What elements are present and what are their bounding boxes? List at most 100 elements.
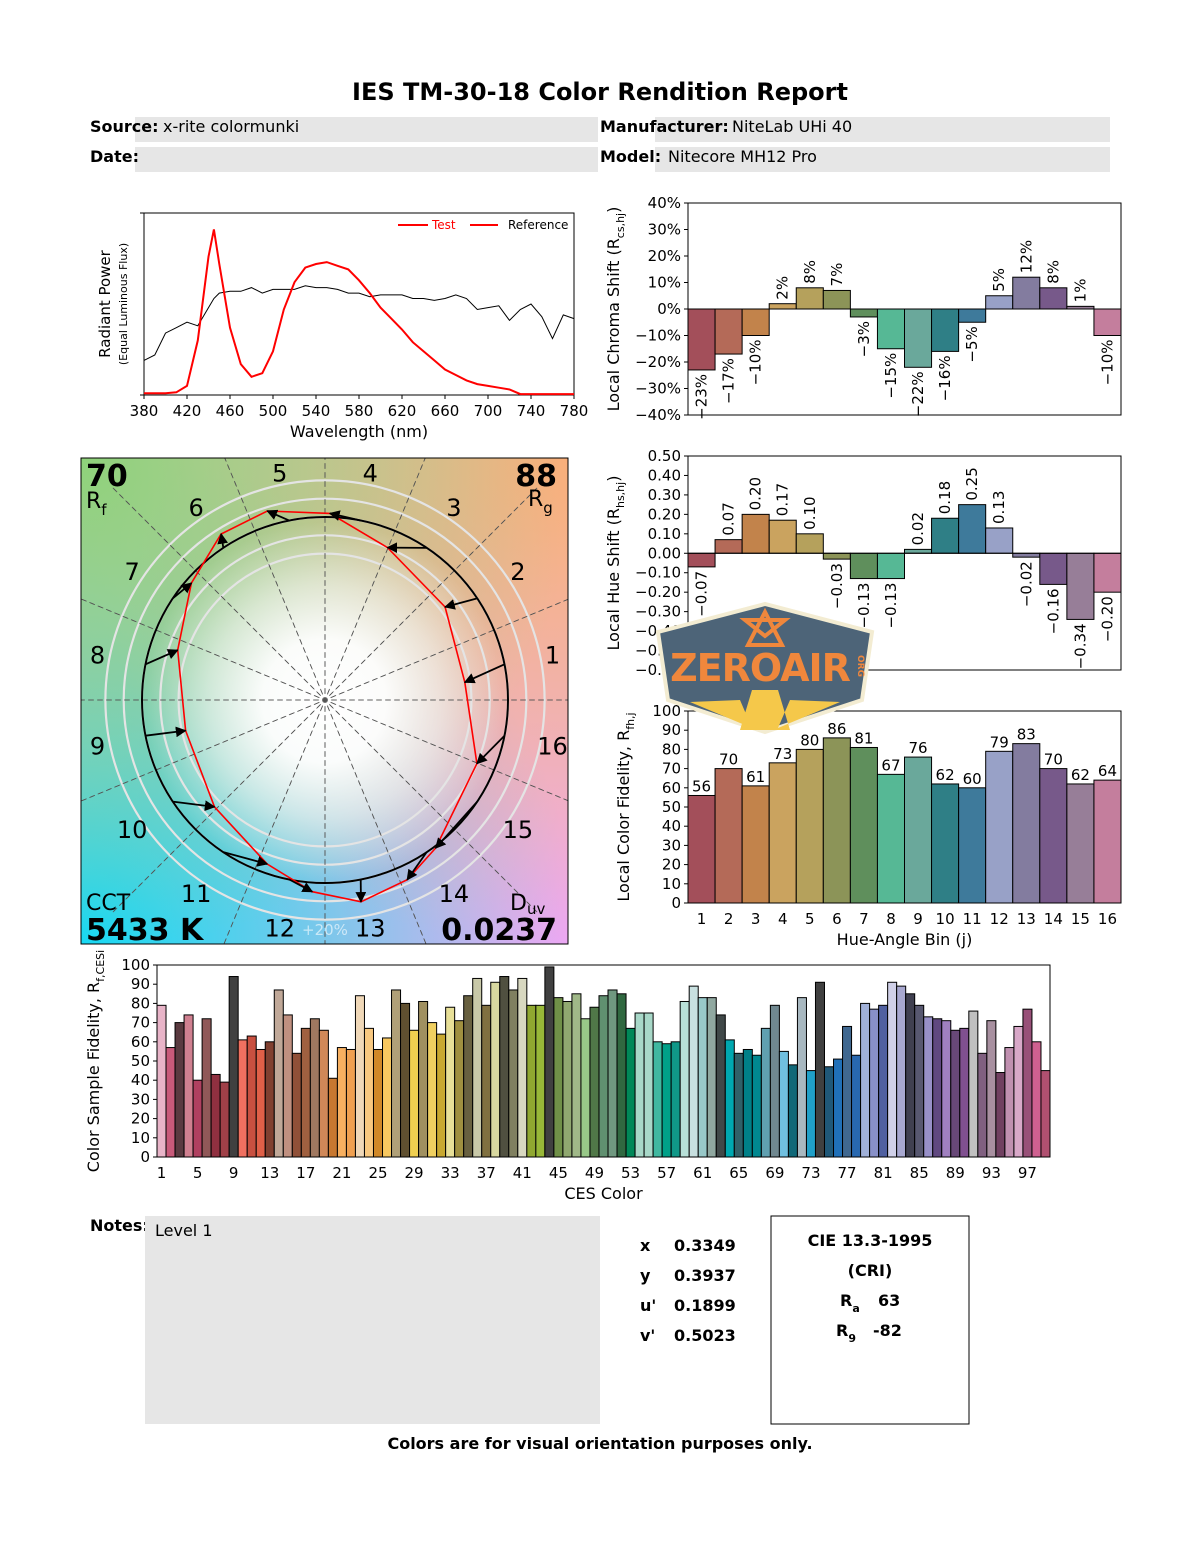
bar bbox=[985, 527, 1014, 554]
bar bbox=[876, 552, 906, 580]
bar bbox=[553, 997, 564, 1158]
bar bbox=[1066, 783, 1095, 904]
bar bbox=[931, 783, 960, 904]
y-tick-label: −0.20 bbox=[635, 583, 681, 601]
bar bbox=[409, 1029, 420, 1158]
bar bbox=[436, 1033, 447, 1158]
x-tick-label: 93 bbox=[982, 1164, 1001, 1182]
x-tick-label: 85 bbox=[910, 1164, 929, 1182]
bar bbox=[1093, 308, 1122, 336]
svg-text:ZEROAIR: ZEROAIR bbox=[670, 646, 851, 690]
bar bbox=[958, 308, 987, 323]
local-fidelity-chart: 1009080706050403020100567061738086816776… bbox=[614, 702, 1122, 949]
bar bbox=[219, 1081, 230, 1158]
bar bbox=[714, 539, 743, 554]
y-tick-label: 90 bbox=[131, 975, 150, 993]
x-tick-label: 57 bbox=[657, 1164, 676, 1182]
y-tick-label: 0.30 bbox=[648, 486, 681, 504]
shift-arrow bbox=[288, 878, 314, 893]
bar bbox=[1039, 768, 1068, 904]
x-tick-label: 41 bbox=[513, 1164, 532, 1182]
data-label: 0.20 bbox=[747, 477, 765, 510]
bin-label: 3 bbox=[446, 494, 461, 522]
x-tick-label: 3 bbox=[751, 910, 761, 928]
y-value: 0.3937 bbox=[674, 1266, 736, 1285]
x-tick-label: 97 bbox=[1018, 1164, 1037, 1182]
data-label: 8% bbox=[801, 260, 819, 284]
zeroair-logo: ZEROAIR ORG bbox=[655, 601, 875, 735]
bar bbox=[237, 1039, 248, 1158]
data-label: 61 bbox=[746, 768, 765, 786]
shift-arrow bbox=[266, 509, 290, 522]
spectrum-xlabel: Wavelength (nm) bbox=[290, 422, 428, 441]
data-label: 76 bbox=[908, 739, 927, 757]
data-label: −0.07 bbox=[693, 571, 711, 617]
y-tick-label: 60 bbox=[662, 779, 681, 797]
hue-shift-chart: 0.500.400.300.200.100.00−0.10−0.20−0.30−… bbox=[604, 447, 1122, 679]
data-label: −10% bbox=[747, 340, 765, 386]
r9-label: R9 bbox=[836, 1321, 856, 1345]
bar bbox=[985, 750, 1014, 904]
bar bbox=[1013, 1025, 1024, 1158]
bar bbox=[869, 1008, 880, 1158]
bar bbox=[985, 295, 1014, 310]
bar bbox=[795, 533, 824, 554]
bar bbox=[345, 1048, 356, 1158]
cri-box: CIE 13.3-1995 (CRI) Ra 63 R9 -82 bbox=[770, 1215, 970, 1425]
x-tick-label: 49 bbox=[585, 1164, 604, 1182]
y-tick-label: 40 bbox=[131, 1071, 150, 1089]
bar bbox=[580, 1018, 591, 1158]
y-tick-label: 70 bbox=[131, 1014, 150, 1032]
y-tick-label: 0.10 bbox=[648, 525, 681, 543]
y-axis-label: Local Color Fidelity, Rfh,j bbox=[614, 712, 637, 901]
bar bbox=[941, 1020, 952, 1158]
data-label: 0.10 bbox=[801, 496, 819, 529]
bar bbox=[291, 1052, 302, 1158]
bar bbox=[309, 1018, 320, 1158]
bar bbox=[282, 1014, 293, 1158]
legend-reference-label: Reference bbox=[508, 218, 568, 232]
y-tick-label: 30% bbox=[648, 221, 681, 239]
y-tick-label: −0.10 bbox=[635, 564, 681, 582]
bar bbox=[849, 308, 878, 318]
bar bbox=[1039, 287, 1068, 310]
cri-title: CIE 13.3-1995 bbox=[808, 1231, 933, 1250]
bar bbox=[822, 289, 851, 310]
bar bbox=[454, 1020, 465, 1158]
data-label: −17% bbox=[720, 358, 738, 404]
x-tick-label: 21 bbox=[332, 1164, 351, 1182]
bar bbox=[687, 308, 716, 371]
x-tick-label: 740 bbox=[517, 402, 546, 420]
bar bbox=[400, 1002, 411, 1158]
y-tick-label: 80 bbox=[131, 994, 150, 1012]
bar bbox=[1022, 1008, 1033, 1158]
y-tick-label: −0.30 bbox=[635, 603, 681, 621]
data-label: 73 bbox=[773, 745, 792, 763]
bar bbox=[931, 308, 960, 352]
bar bbox=[715, 1014, 726, 1158]
x-tick-label: 77 bbox=[837, 1164, 856, 1182]
bar bbox=[733, 1052, 744, 1158]
rg-value: 88 bbox=[515, 459, 557, 494]
data-label: 12% bbox=[1017, 240, 1035, 273]
bar bbox=[246, 1035, 257, 1158]
bar bbox=[842, 1025, 853, 1158]
bar bbox=[741, 308, 770, 336]
bar bbox=[822, 552, 851, 560]
x-tick-label: 8 bbox=[886, 910, 896, 928]
x-tick-label: 69 bbox=[765, 1164, 784, 1182]
y-tick-label: −20% bbox=[635, 353, 681, 371]
bin-label: 16 bbox=[537, 732, 568, 760]
bar bbox=[931, 517, 960, 554]
y-tick-label: 0 bbox=[140, 1148, 150, 1166]
bar bbox=[499, 976, 510, 1158]
data-label: 5% bbox=[990, 268, 1008, 292]
bin-label: 13 bbox=[355, 915, 386, 943]
u-prime-label: u' bbox=[640, 1296, 656, 1315]
shift-arrow bbox=[434, 801, 478, 849]
bar bbox=[472, 977, 483, 1158]
x-label: x bbox=[640, 1236, 651, 1255]
y-tick-label: 50 bbox=[131, 1052, 150, 1070]
bin-label: 4 bbox=[363, 459, 378, 487]
data-label: 0.07 bbox=[720, 502, 738, 535]
